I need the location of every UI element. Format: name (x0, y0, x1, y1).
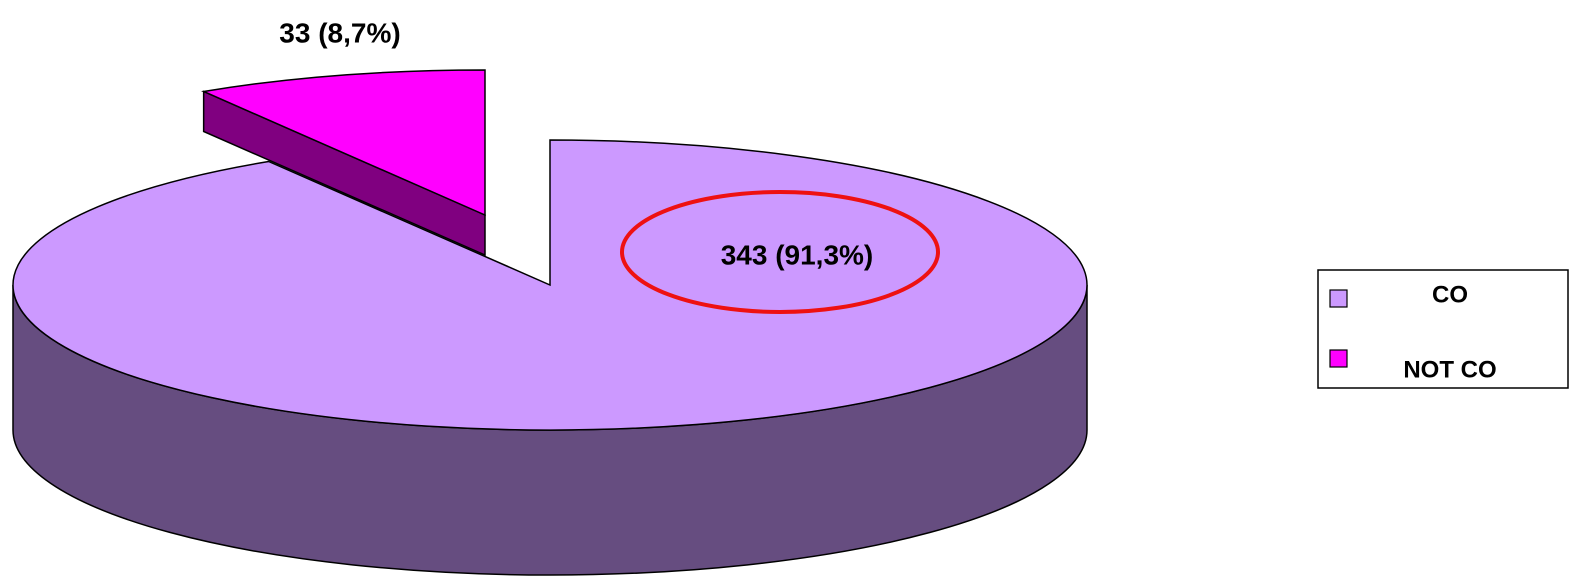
legend-label: NOT CO (1403, 356, 1496, 383)
data-label: 33 (8,7%) (279, 17, 400, 48)
highlight-ring (620, 190, 940, 314)
data-label: 343 (91,3%) (721, 239, 874, 270)
legend-label: CO (1432, 281, 1468, 308)
slice (201, 69, 486, 217)
legend-box (1317, 269, 1569, 389)
legend-swatch (1329, 349, 1348, 368)
legend-swatch (1329, 289, 1348, 308)
slice (12, 139, 1088, 431)
